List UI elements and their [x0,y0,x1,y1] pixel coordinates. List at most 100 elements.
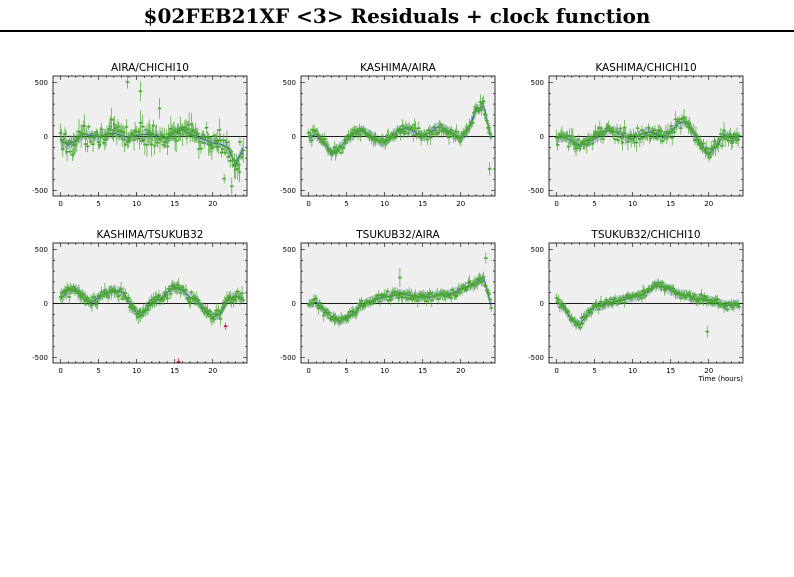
residual-point [660,137,665,145]
residual-point [467,118,472,133]
residual-point [202,137,207,149]
residual-point [136,309,141,325]
residual-point [91,136,95,153]
y-tick-label: 500 [35,246,48,254]
residual-point [716,136,721,153]
residual-point [668,126,672,139]
residual-point [235,287,240,296]
residual-point [317,299,322,307]
residual-point [705,325,710,338]
residual-point [310,133,314,147]
residual-point [361,126,366,133]
plot-panel: KASHIMA/TSUKUB32 0 5 10 15 20 500 0 -500 [32,229,248,375]
residual-point [428,289,433,296]
residual-point [132,129,136,151]
residual-point [428,130,433,145]
residual-point [352,308,356,316]
residual-point [639,134,643,144]
residual-point [483,283,488,289]
residual-point [700,142,705,154]
residual-point [206,311,211,318]
plot-frame [52,75,248,197]
residual-point [98,126,103,148]
residual-point [119,281,123,297]
residual-point [165,137,170,155]
residual-point [59,129,64,151]
residual-point [701,295,706,307]
residual-point [65,142,69,162]
residual-point [659,127,664,135]
residual-point [157,98,162,119]
residual-point [618,124,623,132]
residual-point [483,109,488,121]
y-tick-label: 500 [283,246,296,254]
residual-point [125,76,130,89]
residual-point [670,130,675,146]
x-tick-label: 20 [704,367,713,375]
residual-point [579,313,584,323]
x-tick-label: 15 [666,200,675,208]
residual-point [339,149,343,156]
plot-title: KASHIMA/TSUKUB32 [97,229,204,241]
residual-point [178,287,183,299]
residual-point [406,296,410,303]
residual-point [615,123,619,140]
residual-point [708,154,712,160]
plot-frame [548,242,744,364]
residual-point [488,296,492,303]
x-tick-label: 0 [58,200,62,208]
x-tick-label: 10 [628,367,637,375]
residual-point [554,293,559,303]
residual-point [80,127,85,140]
residual-point [410,123,415,132]
residual-point [576,134,581,145]
residual-point [122,127,127,152]
residual-point [188,296,193,309]
residual-point [90,130,94,138]
x-tick-label: 5 [96,200,100,208]
residual-point [338,141,342,150]
y-tick-label: -500 [528,187,544,195]
residual-point [692,123,696,142]
residual-point [189,289,194,295]
residual-point [634,133,639,152]
x-tick-label: 5 [592,200,596,208]
residual-point [150,124,155,143]
residual-point [87,133,92,142]
residual-point [567,314,572,319]
residual-point [358,299,363,311]
residual-point [701,138,706,148]
residual-point [138,81,143,102]
plot-panel: KASHIMA/CHICHI10 0 5 10 15 20 500 0 -500 [528,62,744,208]
residual-point [152,136,157,155]
residual-point [82,113,87,139]
residual-point [622,298,627,308]
x-tick-label: 0 [306,200,310,208]
residual-point [84,128,89,141]
residual-point [478,94,483,110]
residual-point [658,126,663,144]
residual-point [229,177,234,195]
y-tick-label: 0 [540,133,544,141]
residual-point [487,288,491,300]
residual-point [485,116,489,125]
residual-point [487,122,491,133]
residual-point [169,288,173,300]
plot-frame [548,75,744,197]
residual-point [174,129,179,153]
title-rule [0,30,794,32]
y-tick-label: 500 [35,79,48,87]
residual-point [114,127,119,146]
residual-point [93,132,97,140]
residual-point [146,304,150,316]
residual-point [413,121,418,136]
residual-point [405,288,409,301]
residual-point [86,123,91,130]
residual-point [679,121,683,135]
residual-point [100,131,105,140]
x-tick-label: 0 [58,367,62,375]
residual-point [458,289,462,296]
y-tick-label: 500 [531,79,544,87]
residual-point [566,142,571,151]
residual-point [160,127,164,143]
